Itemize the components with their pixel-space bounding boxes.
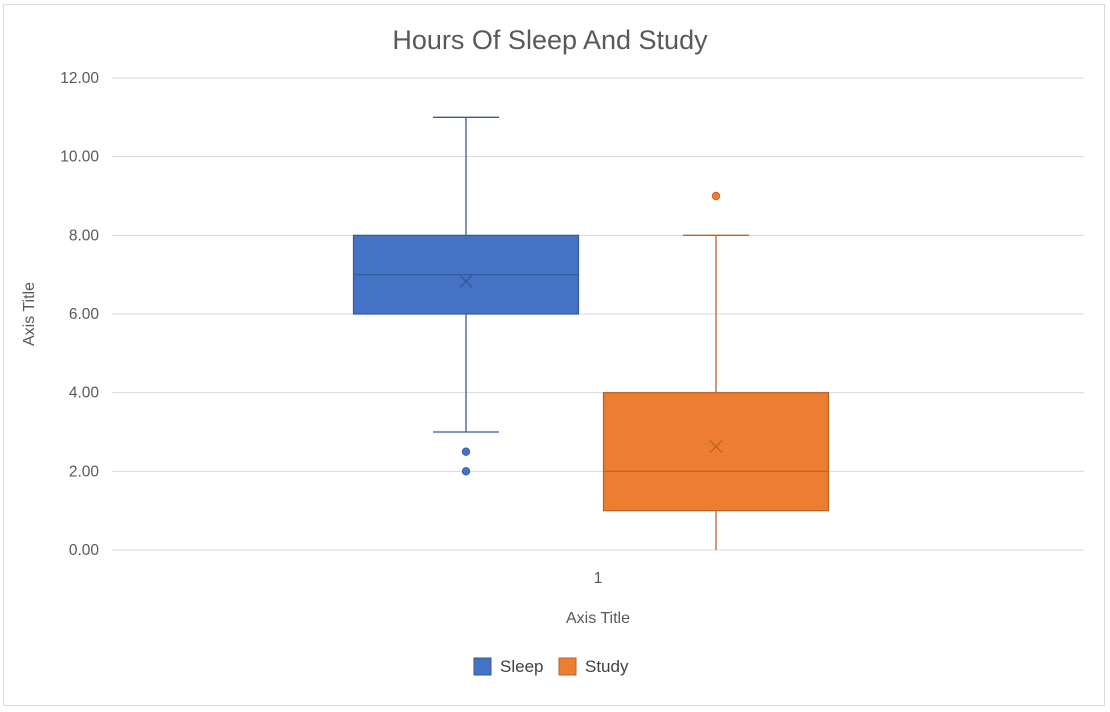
legend-item-study[interactable]: Study xyxy=(558,657,629,676)
box xyxy=(602,392,830,512)
series-sleep xyxy=(352,116,580,476)
y-tick-label: 4.00 xyxy=(69,385,100,402)
legend-item-sleep[interactable]: Sleep xyxy=(473,657,543,676)
legend-label: Study xyxy=(585,657,629,676)
chart-title: Hours Of Sleep And Study xyxy=(392,25,708,55)
y-tick-label: 2.00 xyxy=(69,463,100,480)
legend-swatch xyxy=(473,657,492,676)
outlier-point xyxy=(461,447,471,456)
y-tick-label: 6.00 xyxy=(69,306,100,323)
legend-label: Sleep xyxy=(500,657,543,676)
legend-swatch xyxy=(558,657,577,676)
y-tick-label: 8.00 xyxy=(69,227,100,244)
chart-area: Hours Of Sleep And Study 0.00 2.00 4.00 6.0… xyxy=(3,4,1105,706)
chart-svg: Hours Of Sleep And Study 0.00 2.00 4.00 6.0… xyxy=(21,25,1084,676)
x-tick-label: 1 xyxy=(594,570,603,587)
y-tick-label: 10.00 xyxy=(60,149,99,166)
mean-marker xyxy=(709,440,723,454)
x-axis-ticks: 1 xyxy=(594,570,603,587)
outlier-point xyxy=(461,467,471,476)
y-tick-label: 0.00 xyxy=(69,542,100,559)
y-tick-label: 12.00 xyxy=(60,70,99,87)
y-axis-title: Axis Title xyxy=(21,282,38,346)
legend[interactable]: Sleep Study xyxy=(473,657,629,676)
series-study xyxy=(602,191,830,550)
x-axis-title: Axis Title xyxy=(566,610,630,627)
gridlines xyxy=(112,77,1084,551)
plot-series xyxy=(352,116,830,550)
outlier-point xyxy=(711,191,721,201)
y-axis-ticks: 0.00 2.00 4.00 6.00 8.00 10.00 12.00 xyxy=(60,70,99,559)
mean-marker xyxy=(459,274,473,288)
